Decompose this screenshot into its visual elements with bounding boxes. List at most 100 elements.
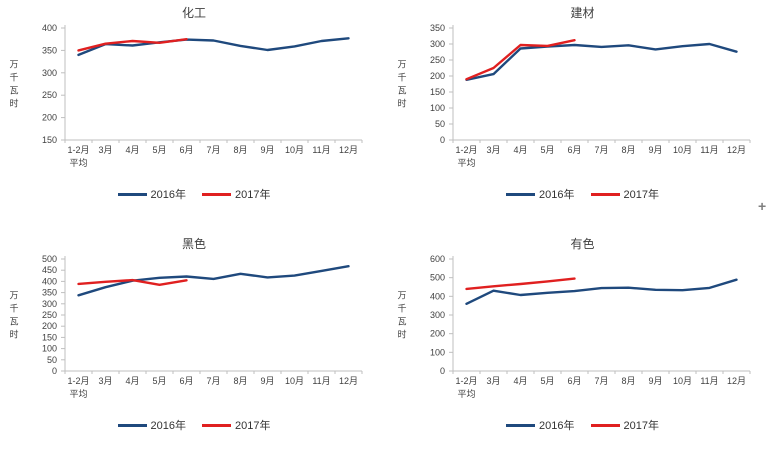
svg-text:千: 千	[9, 304, 18, 314]
legend-item-2017: 2017年	[202, 186, 270, 202]
legend-line-2016-icon	[117, 192, 147, 196]
svg-text:9月: 9月	[648, 376, 662, 386]
svg-text:万: 万	[397, 291, 406, 301]
svg-text:300: 300	[430, 39, 445, 49]
legend-line-2017-icon	[202, 192, 231, 196]
legend-line-2017-icon	[590, 192, 620, 196]
svg-text:300: 300	[42, 299, 57, 309]
chart-cell-huagong: 化工 150 200 250 300 350 400 1-2月 平均 3月 4月 5月 6月 7月 8月 9…	[0, 0, 388, 231]
svg-text:150: 150	[42, 332, 57, 342]
svg-text:平均: 平均	[69, 388, 87, 399]
chart-title: 有色	[570, 237, 595, 251]
legend-label-2017: 2017年	[623, 189, 659, 201]
svg-text:150: 150	[42, 135, 57, 145]
svg-text:平均: 平均	[457, 157, 475, 168]
chart-cell-heise: 黑色 0 50 100 150 200 250 300 350 400 450 500 1-2月 平均 3…	[0, 231, 388, 462]
svg-text:0: 0	[52, 366, 57, 376]
svg-text:8月: 8月	[621, 145, 635, 155]
svg-text:50: 50	[47, 355, 57, 365]
svg-text:4月: 4月	[513, 376, 527, 386]
svg-text:10月: 10月	[285, 145, 304, 155]
svg-text:万: 万	[9, 60, 18, 70]
svg-text:350: 350	[42, 45, 57, 55]
legend-label-2016: 2016年	[539, 189, 575, 201]
svg-text:10月: 10月	[673, 145, 692, 155]
legend-label-2017: 2017年	[235, 420, 271, 432]
svg-text:1-2月: 1-2月	[455, 145, 477, 155]
legend-label-2016: 2016年	[150, 420, 186, 432]
svg-text:100: 100	[430, 103, 445, 113]
svg-text:350: 350	[430, 23, 445, 33]
svg-text:1-2月: 1-2月	[455, 376, 477, 386]
chart-legend: 2016年 2017年	[388, 417, 777, 433]
legend-item-2017: 2017年	[590, 417, 659, 433]
svg-text:12月: 12月	[339, 376, 358, 386]
legend-line-2016-icon	[117, 423, 147, 427]
svg-text:600: 600	[430, 254, 445, 264]
svg-text:时: 时	[9, 329, 18, 340]
legend-line-2016-icon	[506, 192, 536, 196]
chart-title: 建材	[570, 6, 595, 20]
svg-text:8月: 8月	[621, 376, 635, 386]
legend-label-2016: 2016年	[539, 420, 575, 432]
svg-text:12月: 12月	[727, 145, 746, 155]
legend-item-2016: 2016年	[117, 417, 186, 433]
chart-legend: 2016年 2017年	[0, 186, 388, 202]
svg-text:9月: 9月	[260, 376, 274, 386]
svg-text:200: 200	[430, 329, 445, 339]
svg-text:3月: 3月	[98, 376, 112, 386]
legend-item-2016: 2016年	[506, 186, 575, 202]
svg-text:10月: 10月	[673, 376, 692, 386]
svg-text:450: 450	[42, 265, 57, 275]
svg-text:11月: 11月	[312, 145, 330, 155]
svg-text:10月: 10月	[285, 376, 304, 386]
legend-item-2016: 2016年	[117, 186, 186, 202]
svg-text:瓦: 瓦	[9, 317, 18, 327]
svg-text:5月: 5月	[152, 145, 166, 155]
legend-item-2017: 2017年	[202, 417, 270, 433]
svg-text:瓦: 瓦	[9, 86, 18, 96]
svg-text:6月: 6月	[179, 376, 193, 386]
svg-text:6月: 6月	[567, 145, 581, 155]
svg-text:400: 400	[42, 276, 57, 286]
svg-text:200: 200	[42, 113, 57, 123]
svg-text:瓦: 瓦	[397, 86, 406, 96]
svg-text:1-2月: 1-2月	[67, 376, 89, 386]
svg-text:11月: 11月	[700, 145, 718, 155]
svg-text:瓦: 瓦	[397, 317, 406, 327]
svg-text:500: 500	[430, 273, 445, 283]
svg-text:12月: 12月	[727, 376, 746, 386]
svg-text:250: 250	[42, 310, 57, 320]
svg-text:平均: 平均	[457, 388, 475, 399]
chart-title: 化工	[181, 6, 206, 20]
mouse-cursor-plus-icon: +	[758, 198, 767, 214]
svg-text:100: 100	[42, 344, 57, 354]
svg-text:200: 200	[42, 321, 57, 331]
svg-text:4月: 4月	[125, 145, 139, 155]
chart-cell-youse: 有色 0 100 200 300 400 500 600 1-2月 平均 3月 4月 5月 6月 7月 8月…	[388, 231, 777, 462]
svg-text:3月: 3月	[486, 376, 500, 386]
legend-label-2017: 2017年	[623, 420, 659, 432]
chart-title: 黑色	[181, 237, 206, 251]
svg-text:平均: 平均	[69, 157, 87, 168]
svg-text:8月: 8月	[233, 145, 247, 155]
legend-line-2017-icon	[590, 423, 620, 427]
svg-text:150: 150	[430, 87, 445, 97]
svg-text:8月: 8月	[233, 376, 247, 386]
svg-text:5月: 5月	[540, 376, 554, 386]
svg-text:250: 250	[430, 55, 445, 65]
svg-text:400: 400	[430, 291, 445, 301]
svg-text:千: 千	[397, 304, 406, 314]
svg-text:千: 千	[9, 73, 18, 83]
svg-text:5月: 5月	[152, 376, 166, 386]
chart-legend: 2016年 2017年	[388, 186, 777, 202]
svg-text:4月: 4月	[513, 145, 527, 155]
svg-text:500: 500	[42, 254, 57, 264]
svg-text:3月: 3月	[98, 145, 112, 155]
svg-text:250: 250	[42, 90, 57, 100]
